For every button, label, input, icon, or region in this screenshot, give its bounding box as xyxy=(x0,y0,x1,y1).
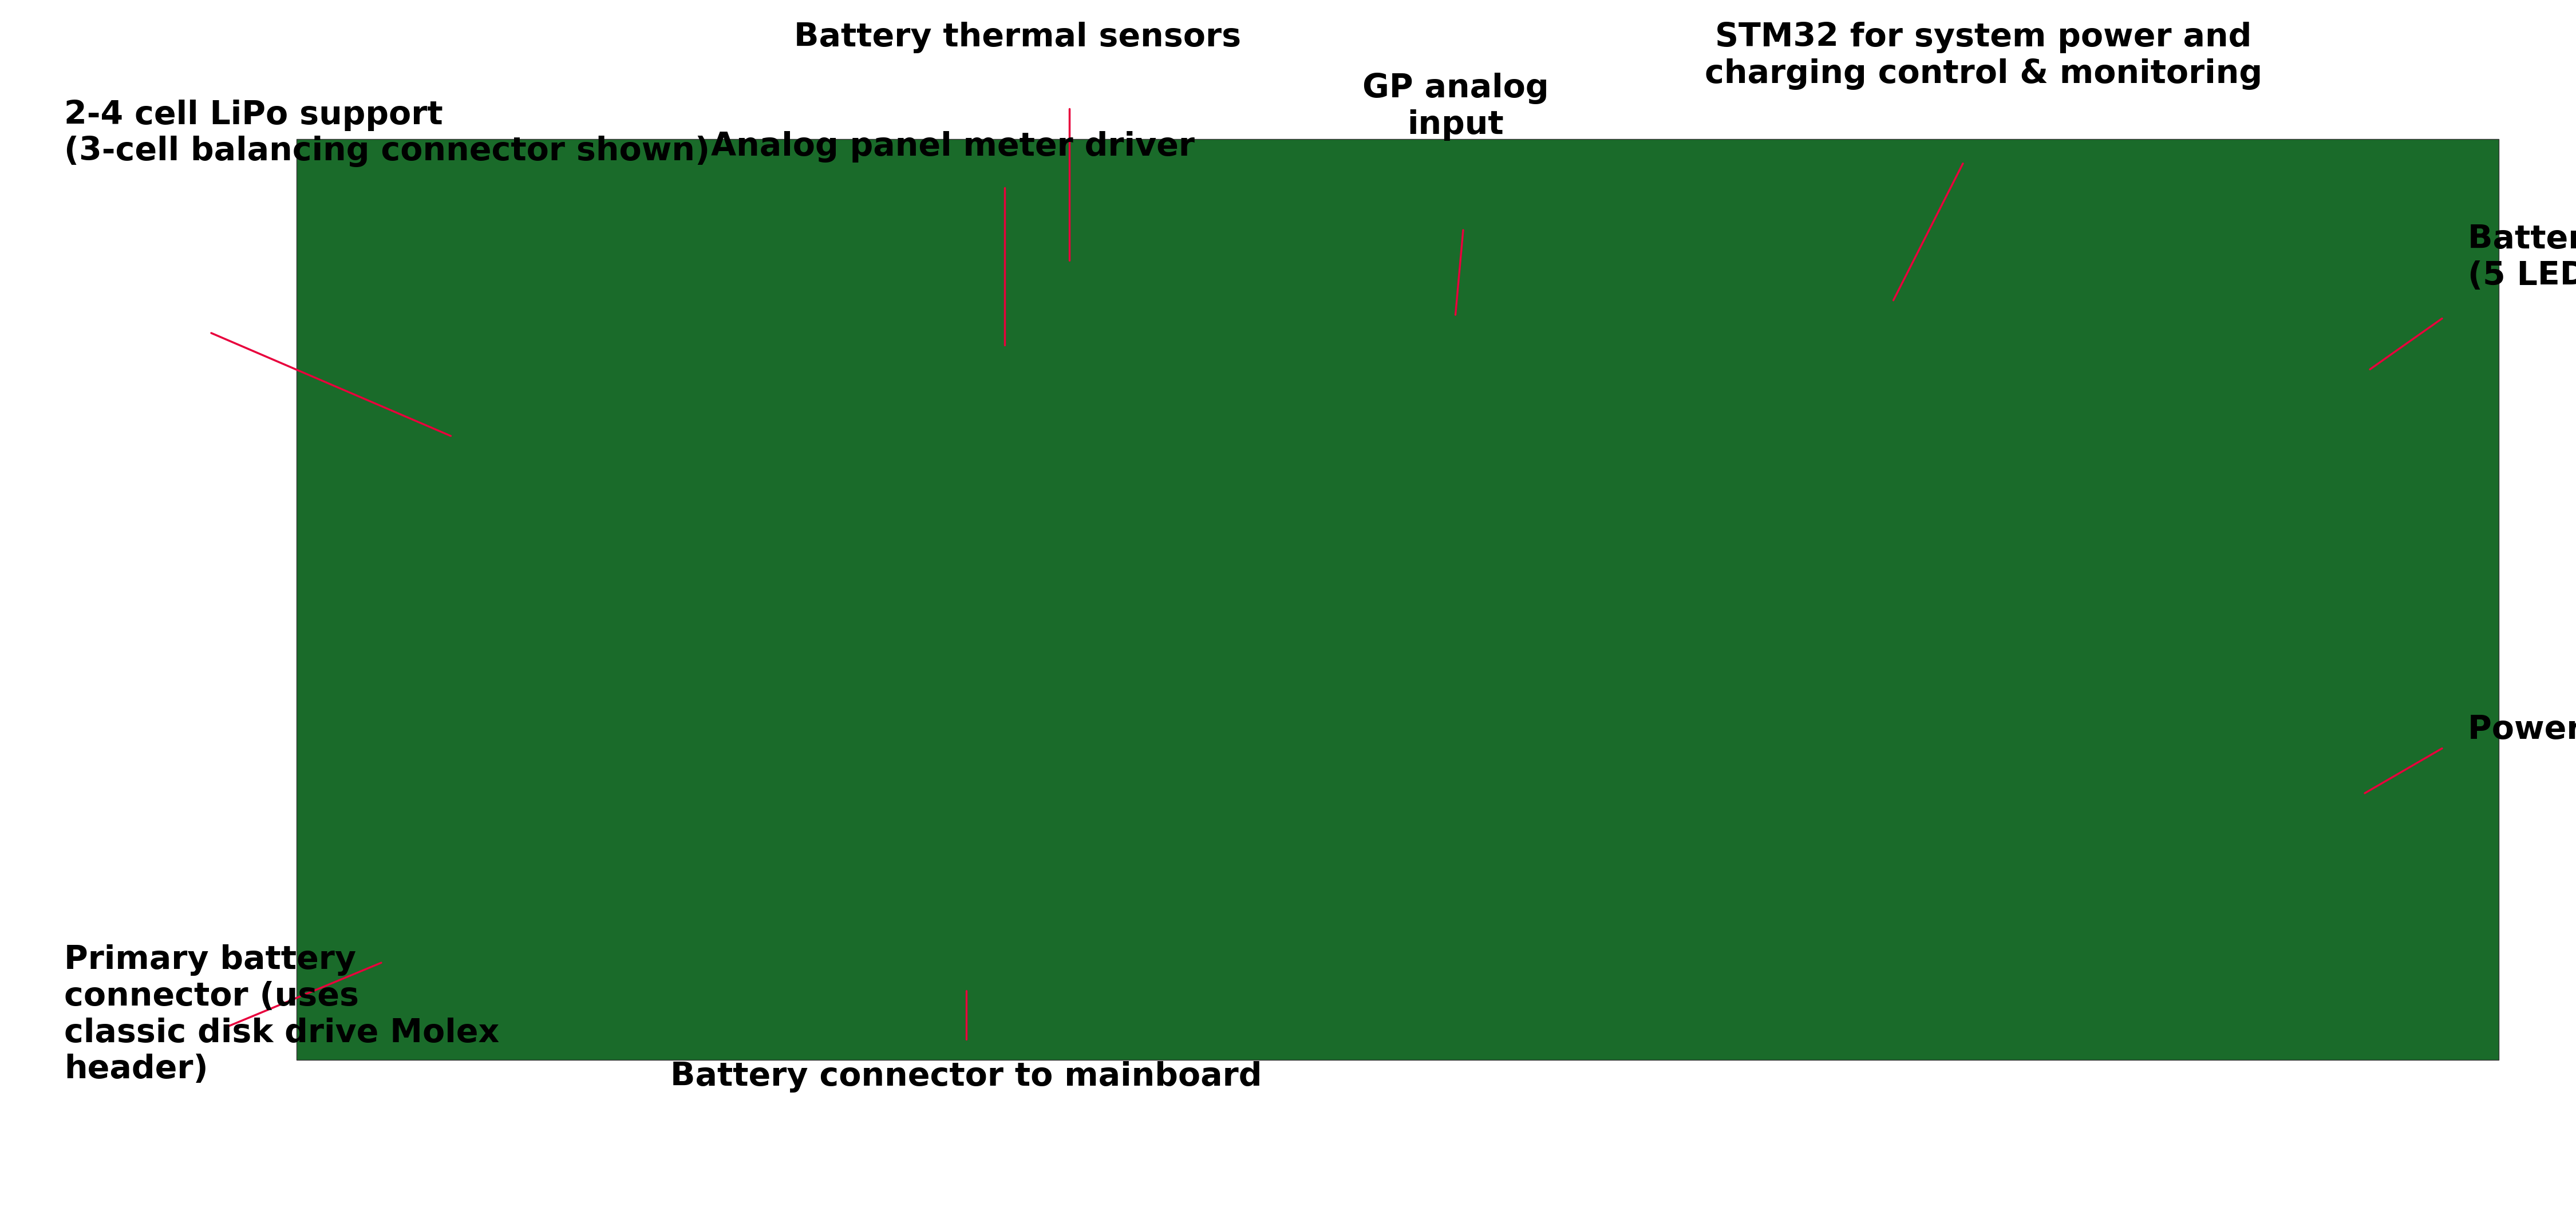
Bar xyxy=(296,139,2499,1060)
Text: Analog panel meter driver: Analog panel meter driver xyxy=(711,131,1195,162)
Text: Battery connector to mainboard: Battery connector to mainboard xyxy=(670,1061,1262,1092)
Text: 2-4 cell LiPo support
(3-cell balancing connector shown): 2-4 cell LiPo support (3-cell balancing … xyxy=(64,99,711,167)
Text: Battery status
(5 LED bar): Battery status (5 LED bar) xyxy=(2468,224,2576,292)
Text: GP analog
input: GP analog input xyxy=(1363,73,1548,140)
Text: Battery thermal sensors: Battery thermal sensors xyxy=(793,22,1242,53)
Text: Primary battery
connector (uses
classic disk drive Molex
header): Primary battery connector (uses classic … xyxy=(64,945,500,1085)
Text: STM32 for system power and
charging control & monitoring: STM32 for system power and charging cont… xyxy=(1705,22,2262,90)
Text: Power input: Power input xyxy=(2468,714,2576,746)
